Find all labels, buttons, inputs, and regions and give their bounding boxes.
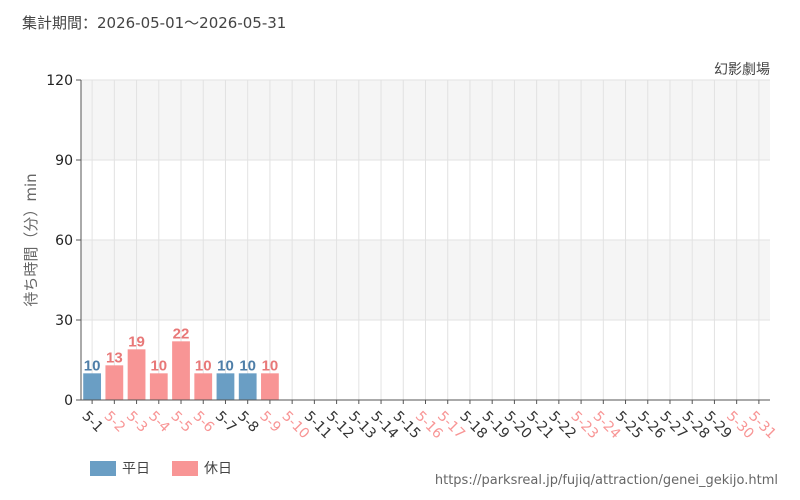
- source-url: https://parksreal.jp/fujiq/attraction/ge…: [434, 473, 778, 488]
- bar-5-8: [238, 373, 257, 400]
- y-tick-label: 0: [64, 393, 73, 409]
- bar-label-5-7: 10: [217, 357, 234, 374]
- legend-weekday-label: 平日: [122, 461, 150, 477]
- bar-label-5-6: 10: [195, 357, 212, 374]
- y-axis-label: 待ち時間（分）min: [22, 173, 40, 306]
- period-label: 集計期間：2026-05-01〜2026-05-31: [22, 14, 287, 32]
- bar-label-5-2: 13: [106, 349, 123, 366]
- y-tick-label: 90: [55, 153, 73, 169]
- x-tick-label-5-4: 5-4: [145, 408, 173, 436]
- y-tick-label: 120: [46, 73, 73, 89]
- x-tick-label-5-5: 5-5: [167, 408, 194, 435]
- bar-label-5-3: 19: [128, 333, 145, 350]
- bar-label-5-9: 10: [262, 357, 279, 374]
- x-tick-label-5-9: 5-9: [256, 408, 283, 435]
- bar-5-6: [194, 373, 213, 400]
- bar-label-5-8: 10: [239, 357, 256, 374]
- axes: [76, 79, 770, 404]
- x-tick-label-5-6: 5-6: [190, 408, 218, 436]
- attraction-name: 幻影劇場: [714, 62, 770, 78]
- weekday-swatch: [90, 460, 116, 476]
- legend-holiday-label: 休日: [204, 461, 232, 477]
- bar-5-9: [261, 373, 279, 400]
- bar-value-labels: 10 13 19 10 22 10 10 10 10: [84, 325, 278, 374]
- x-tick-label-5-1: 5-1: [79, 408, 106, 435]
- bar-5-7: [216, 373, 235, 400]
- bar-5-3: [127, 349, 146, 400]
- bar-series: [83, 341, 279, 400]
- legend-holiday: 休日: [172, 458, 232, 478]
- y-tick-label: 30: [55, 313, 73, 329]
- x-tick-label-5-8: 5-8: [234, 408, 261, 435]
- bar-5-1: [83, 373, 102, 400]
- bar-label-5-5: 22: [173, 325, 190, 342]
- x-tick-labels: 5-15-25-35-45-55-65-75-85-95-105-115-125…: [79, 408, 780, 442]
- bar-5-4: [149, 373, 168, 400]
- bar-5-2: [105, 365, 124, 400]
- grid-lines: [81, 79, 770, 400]
- y-tick-labels: 0 30 60 90 120: [46, 73, 73, 409]
- bar-label-5-4: 10: [150, 357, 167, 374]
- legend-weekday: 平日: [90, 458, 150, 478]
- y-tick-label: 60: [55, 233, 73, 249]
- bar-label-5-1: 10: [84, 357, 101, 374]
- x-tick-label-5-2: 5-2: [101, 408, 128, 435]
- legend: 平日 休日: [90, 458, 232, 478]
- x-tick-label-5-7: 5-7: [212, 408, 239, 435]
- bar-5-5: [172, 341, 190, 400]
- x-tick-label-5-3: 5-3: [123, 408, 150, 435]
- holiday-swatch: [172, 460, 198, 476]
